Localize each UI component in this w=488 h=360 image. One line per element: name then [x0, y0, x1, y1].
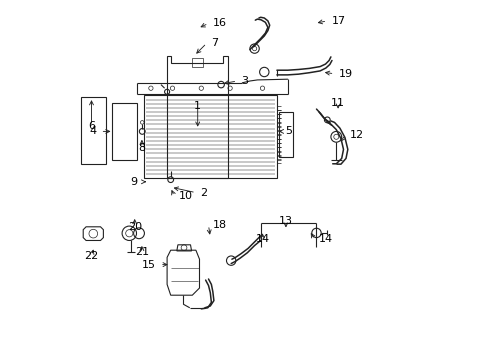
Text: 4: 4 — [89, 126, 96, 136]
Text: 3: 3 — [241, 76, 248, 86]
Text: 16: 16 — [212, 18, 226, 28]
Text: 9: 9 — [130, 177, 137, 187]
Text: 18: 18 — [212, 220, 226, 230]
Text: 5: 5 — [284, 126, 291, 136]
Text: 12: 12 — [349, 130, 363, 140]
Text: 22: 22 — [84, 251, 99, 261]
Text: 21: 21 — [135, 247, 149, 257]
Text: 14: 14 — [255, 234, 269, 244]
Text: 11: 11 — [330, 98, 345, 108]
Text: 17: 17 — [331, 16, 345, 26]
Text: 10: 10 — [178, 191, 192, 201]
Text: 14: 14 — [318, 234, 332, 244]
Text: 2: 2 — [200, 188, 207, 198]
Text: 6: 6 — [88, 121, 95, 131]
Text: 15: 15 — [142, 260, 155, 270]
Text: 8: 8 — [138, 143, 145, 153]
Text: 1: 1 — [194, 101, 201, 111]
Text: 13: 13 — [278, 216, 292, 226]
Text: 7: 7 — [211, 38, 218, 48]
Text: 19: 19 — [338, 69, 352, 79]
Text: 20: 20 — [127, 222, 142, 232]
